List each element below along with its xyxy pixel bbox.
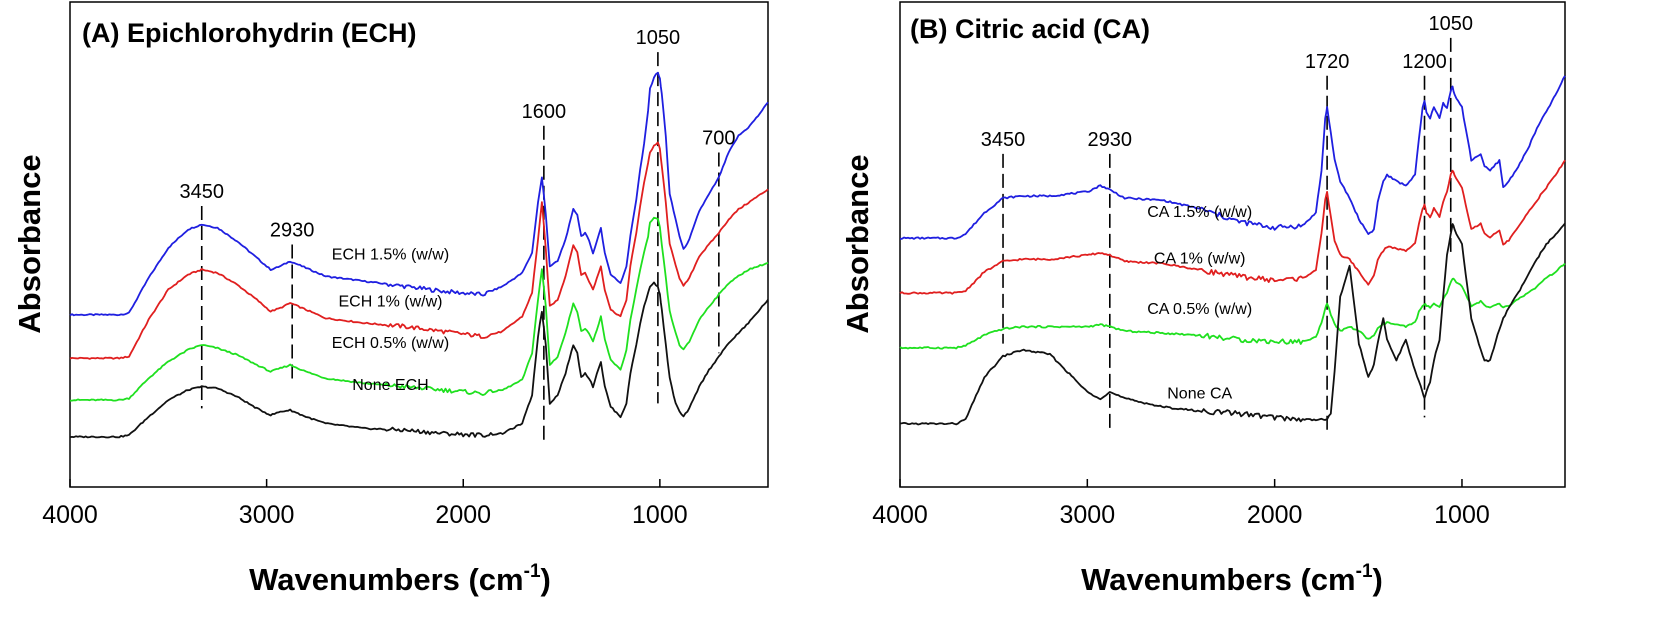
panel-b-citric-acid: (B) Citric acid (CA) Absorbance Wavenumb…: [840, 1, 1566, 597]
panel-b-plot-frame: [899, 1, 1566, 488]
panel-a-series-lines: [69, 71, 769, 439]
panel-a-peak-markers: 3450 2930 1600 1050 700: [179, 27, 736, 446]
panel-b-xlabel-sup: -1: [1356, 561, 1373, 582]
panel-b-series-label-none-ca: None CA: [1167, 385, 1232, 402]
panel-a-xlabel: Wavenumbers (cm-1): [249, 561, 551, 597]
panel-b-series-label-ca-0-5-w-w: CA 0.5% (w/w): [1147, 301, 1252, 318]
panel-a-x-tick-label-4000: 4000: [42, 501, 98, 529]
panel-b-xlabel-main: Wavenumbers (cm: [1081, 562, 1356, 597]
panel-a-xlabel-close: ): [541, 562, 551, 597]
panel-b-series-ca-1-w-w: [899, 159, 1566, 295]
panel-a-series-label-none-ech: None ECH: [352, 377, 428, 394]
panel-a-series-label-ech-1-5-w-w: ECH 1.5% (w/w): [332, 247, 449, 264]
panel-b-peak-label-3450: 3450: [981, 129, 1026, 151]
panel-a-series-label-ech-1-w-w: ECH 1% (w/w): [338, 293, 442, 310]
panel-a-x-ticks: 4000 3000 2000 1000: [42, 479, 688, 529]
panel-a-peak-label-3450: 3450: [179, 181, 224, 203]
panel-a-peak-label-1600: 1600: [522, 101, 567, 123]
panel-a-series-ech-0-5-w-w: [69, 216, 769, 402]
panel-b-x-ticks: 4000 3000 2000 1000: [872, 479, 1490, 529]
panel-b-series-ca-0-5-w-w: [899, 262, 1566, 350]
panel-a-x-tick-label-3000: 3000: [239, 501, 295, 529]
panel-a-series-labels: ECH 1.5% (w/w) ECH 1% (w/w) ECH 0.5% (w/w)…: [332, 247, 449, 394]
panel-b-series-none-ca: [899, 222, 1566, 426]
panel-b-series-labels: CA 1.5% (w/w) CA 1% (w/w) CA 0.5% (w/w) Non…: [1147, 204, 1252, 402]
panel-a-peak-label-700: 700: [702, 128, 735, 150]
panel-b-x-tick-label-3000: 3000: [1060, 501, 1116, 529]
panel-a-x-tick-label-1000: 1000: [632, 501, 688, 529]
panel-a-title: (A) Epichlorohydrin (ECH): [82, 18, 416, 48]
panel-b-peak-label-1720: 1720: [1305, 51, 1350, 73]
panel-b-peak-label-2930: 2930: [1088, 129, 1133, 151]
panel-a-series-none-ech: [69, 281, 769, 439]
panel-b-peak-label-1050: 1050: [1428, 13, 1473, 35]
panel-b-x-tick-label-1000: 1000: [1434, 501, 1490, 529]
panel-a-series-ech-1-5-w-w: [69, 71, 769, 317]
panel-a-epichlorohydrin: (A) Epichlorohydrin (ECH) Absorbance Wav…: [12, 1, 769, 597]
panel-a-x-tick-label-2000: 2000: [435, 501, 491, 529]
panel-b-x-tick-label-2000: 2000: [1247, 501, 1303, 529]
panel-b-series-label-ca-1-5-w-w: CA 1.5% (w/w): [1147, 204, 1252, 221]
panel-b-x-tick-label-4000: 4000: [872, 501, 928, 529]
panel-b-series-label-ca-1-w-w: CA 1% (w/w): [1154, 250, 1246, 267]
panel-b-xlabel: Wavenumbers (cm-1): [1081, 561, 1383, 597]
panel-b-title: (B) Citric acid (CA): [910, 14, 1150, 44]
panel-a-ylabel: Absorbance: [12, 154, 47, 333]
panel-a-peak-label-2930: 2930: [270, 220, 315, 242]
panel-b-ylabel: Absorbance: [840, 154, 875, 333]
panel-a-series-ech-1-w-w: [69, 141, 769, 360]
panel-b-series-lines: [899, 75, 1566, 426]
panel-a-xlabel-sup: -1: [524, 561, 541, 582]
panel-a-xlabel-main: Wavenumbers (cm: [249, 562, 524, 597]
panel-a-peak-label-1050: 1050: [636, 27, 681, 49]
panel-b-xlabel-close: ): [1373, 562, 1383, 597]
panel-b-series-ca-1-5-w-w: [900, 75, 1566, 240]
panel-b-peak-label-1200: 1200: [1402, 51, 1447, 73]
panel-b-peak-markers: 3450 2930 1720 1200 1050: [981, 13, 1473, 431]
panel-a-series-label-ech-0-5-w-w: ECH 0.5% (w/w): [332, 335, 449, 352]
panel-a-plot-frame: [69, 1, 769, 488]
